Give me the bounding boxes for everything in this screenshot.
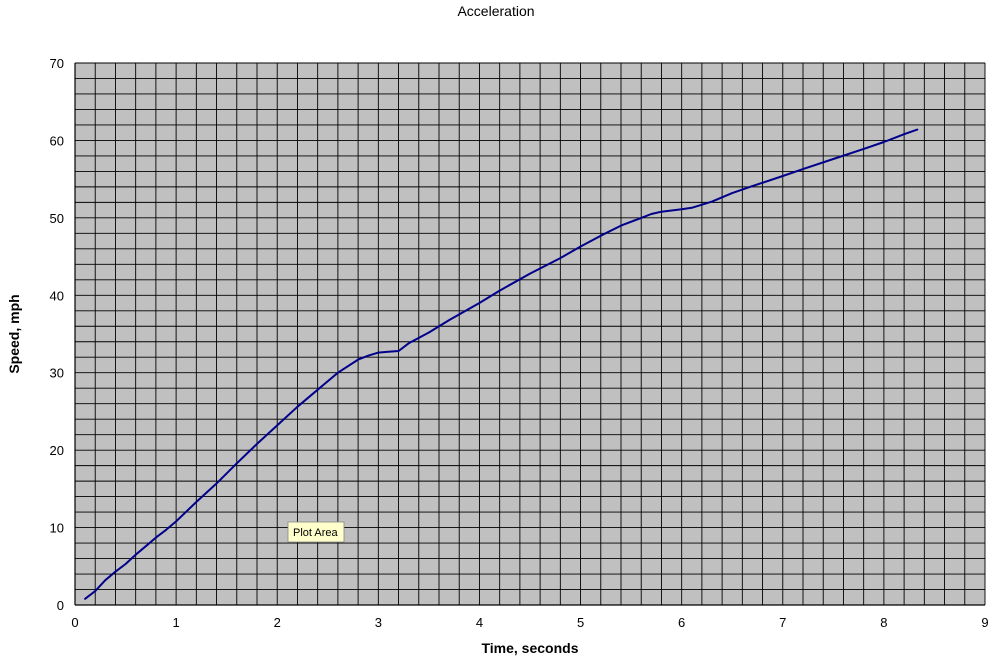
y-tick-label: 20 <box>50 443 64 458</box>
y-tick-label: 0 <box>57 598 64 613</box>
x-tick-label: 9 <box>981 615 988 630</box>
chart-title: Acceleration <box>457 3 534 19</box>
series-layer <box>84 128 919 600</box>
x-tick-label: 0 <box>71 615 78 630</box>
y-tick-label: 40 <box>50 288 64 303</box>
x-tick-label: 8 <box>880 615 887 630</box>
plot-area-tooltip: Plot Area <box>287 521 345 543</box>
y-tick-label: 30 <box>50 366 64 381</box>
y-tick-label: 70 <box>50 56 64 71</box>
x-tick-label: 5 <box>577 615 584 630</box>
x-tick-label: 3 <box>375 615 382 630</box>
tooltip-box <box>287 521 345 543</box>
y-tick-label: 50 <box>50 211 64 226</box>
tooltip-label: Plot Area <box>293 527 339 539</box>
x-tick-label: 2 <box>274 615 281 630</box>
plot-area[interactable] <box>75 63 985 605</box>
y-tick-label: 10 <box>50 521 64 536</box>
y-tick-labels: 0 10 20 30 40 50 60 70 <box>50 56 64 613</box>
y-tick-label: 60 <box>50 133 64 148</box>
x-tick-label: 1 <box>172 615 179 630</box>
y-axis-title: Speed, mph <box>6 294 22 373</box>
speed-series-line <box>84 128 919 600</box>
x-tick-label: 4 <box>476 615 483 630</box>
x-axis-title: Time, seconds <box>481 640 578 656</box>
x-tick-labels: 0 1 2 3 4 5 6 7 8 9 <box>71 615 988 630</box>
axes <box>74 63 985 606</box>
x-tick-label: 6 <box>678 615 685 630</box>
x-tick-label: 7 <box>779 615 786 630</box>
